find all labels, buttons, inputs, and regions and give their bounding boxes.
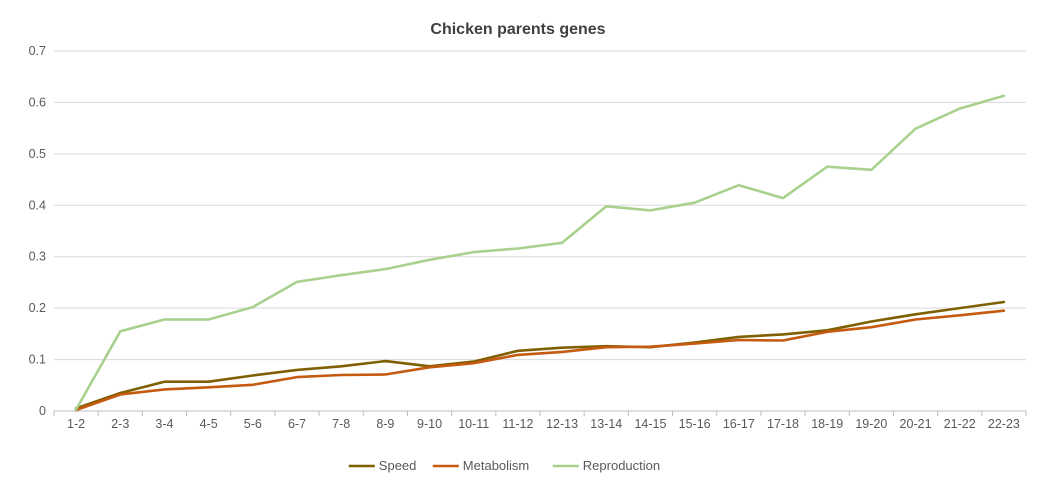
y-tick-label: 0.1 [29,353,46,367]
x-tick-label: 1-2 [67,417,85,431]
y-tick-label: 0 [39,404,46,418]
series-line-metabolism [74,309,1006,412]
x-tick-label: 19-20 [855,417,887,431]
y-tick-label: 0.5 [29,147,46,161]
x-tick-label: 3-4 [155,417,173,431]
x-tick-label: 7-8 [332,417,350,431]
x-tick-label: 9-10 [417,417,442,431]
x-tick-label: 10-11 [458,417,489,431]
x-tick-label: 11-12 [502,417,533,431]
x-tick-label: 21-22 [944,417,976,431]
x-tick-label: 6-7 [288,417,306,431]
x-tick-label: 13-14 [590,417,622,431]
x-tick-label: 5-6 [244,417,262,431]
legend-label: Metabolism [463,458,529,473]
x-tick-label: 22-23 [988,417,1020,431]
y-tick-label: 0.7 [29,44,46,58]
legend-label: Reproduction [583,458,660,473]
y-tick-label: 0.2 [29,301,46,315]
x-tick-label: 14-15 [634,417,666,431]
y-tick-label: 0.6 [29,95,46,109]
series-line-speed [74,300,1006,410]
legend-item-speed: Speed [348,458,417,473]
legend-label: Speed [379,458,417,473]
x-tick-label: 20-21 [900,417,932,431]
chart-title: Chicken parents genes [430,21,605,38]
gridlines [54,50,1026,412]
series-line-reproduction [74,94,1006,411]
legend-item-reproduction: Reproduction [552,458,660,473]
x-tick-label: 8-9 [376,417,394,431]
x-tick-label: 17-18 [767,417,799,431]
x-tick-label: 4-5 [200,417,218,431]
x-tick-label: 12-13 [546,417,578,431]
series-lines [74,94,1006,412]
x-tick-label: 18-19 [811,417,843,431]
x-axis-ticks: 1-2 2-3 3-4 4-5 5-6 6-7 7-8 8-9 9-10 10-11 11-12 12… [53,411,1027,431]
y-tick-label: 0.3 [29,250,46,264]
y-axis-ticks: 0 0.1 0.2 0.3 0.4 0.5 0.6 0.7 [29,44,46,418]
x-tick-label: 16-17 [723,417,755,431]
x-tick-label: 15-16 [679,417,711,431]
x-tick-label: 2-3 [111,417,129,431]
y-tick-label: 0.4 [29,198,46,212]
legend: Speed Metabolism Reproduction [348,458,660,473]
legend-item-metabolism: Metabolism [432,458,529,473]
